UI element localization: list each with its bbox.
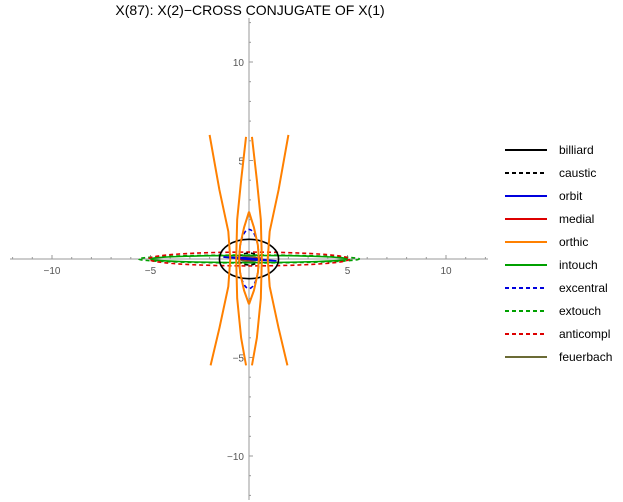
legend-item-caustic: caustic: [503, 161, 621, 184]
legend-label: feuerbach: [559, 349, 613, 364]
series-layer: [137, 134, 361, 366]
series-anticompl: [147, 251, 351, 267]
y-tick-label: −10: [227, 452, 244, 463]
legend-label: billiard: [559, 142, 594, 157]
legend: billiard caustic orbit medial orthic intouch e…: [503, 138, 621, 368]
series-orthic-branch-3: [250, 136, 263, 366]
legend-swatch-extouch: [505, 309, 547, 312]
series-extouch: [137, 254, 361, 264]
legend-label: caustic: [559, 165, 597, 180]
legend-item-billiard: billiard: [503, 138, 621, 161]
legend-label: excentral: [559, 280, 608, 295]
series-orthic-branch-4: [238, 211, 250, 305]
x-tick-label: 5: [345, 266, 351, 277]
legend-swatch-billiard: [505, 148, 547, 151]
legend-item-excentral: excentral: [503, 276, 621, 299]
legend-swatch-feuerbach: [505, 355, 547, 358]
x-tick-label: −5: [145, 266, 157, 277]
legend-label: orthic: [559, 234, 589, 249]
series-billiard: [218, 238, 280, 280]
series-orbit: [223, 256, 277, 262]
legend-item-orbit: orbit: [503, 184, 621, 207]
legend-item-feuerbach: feuerbach: [503, 345, 621, 368]
legend-item-extouch: extouch: [503, 299, 621, 322]
y-tick-label: 5: [238, 157, 244, 168]
legend-swatch-medial: [505, 217, 547, 220]
legend-swatch-anticompl: [505, 332, 547, 335]
legend-label: intouch: [559, 257, 598, 272]
legend-item-anticompl: anticompl: [503, 322, 621, 345]
legend-label: extouch: [559, 303, 602, 318]
plot-area: −10 −5 5 10 10 5 −5 −10: [10, 18, 488, 500]
legend-swatch-intouch: [505, 263, 547, 266]
legend-item-medial: medial: [503, 207, 621, 230]
legend-swatch-excentral: [505, 286, 547, 289]
legend-item-intouch: intouch: [503, 253, 621, 276]
legend-label: orbit: [559, 188, 583, 203]
series-orthic-branch-5: [248, 211, 260, 305]
legend-label: medial: [559, 211, 595, 226]
series-orthic-branch-0: [208, 134, 232, 366]
series-orthic-branch-2: [235, 136, 248, 366]
legend-item-orthic: orthic: [503, 230, 621, 253]
x-tick-label: −10: [44, 266, 61, 277]
series-orthic-branch-1: [266, 134, 290, 366]
y-tick-label: 10: [233, 58, 245, 69]
chart-title: X(87): X(2)−CROSS CONJUGATE OF X(1): [115, 2, 385, 18]
legend-swatch-orthic: [505, 240, 547, 243]
y-tick-label: −5: [233, 354, 245, 365]
legend-swatch-orbit: [505, 194, 547, 197]
legend-swatch-caustic: [505, 171, 547, 174]
legend-label: anticompl: [559, 326, 611, 341]
x-tick-label: 10: [440, 266, 452, 277]
